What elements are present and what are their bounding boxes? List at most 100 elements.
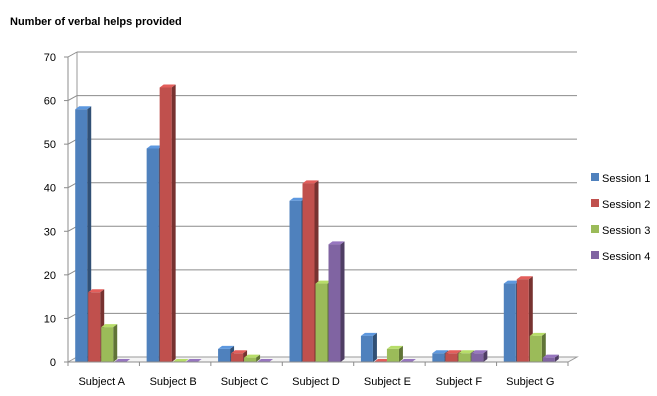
bar: [529, 332, 546, 362]
bar-front: [386, 348, 399, 362]
bar-front: [445, 353, 458, 362]
bar-front: [471, 353, 484, 362]
bar-top: [172, 359, 189, 362]
bar: [159, 84, 176, 362]
legend: Session 1 Session 2 Session 3 Session 4: [591, 173, 650, 263]
bar: [244, 354, 261, 362]
legend-swatch: [591, 173, 599, 181]
bar-front: [88, 292, 101, 362]
x-tick-label: Subject B: [150, 376, 197, 388]
bar-side: [372, 332, 377, 362]
legend-swatch: [591, 225, 599, 233]
x-tick-label: Subject G: [506, 376, 554, 388]
bar: [101, 324, 118, 362]
bar-side: [113, 324, 118, 362]
bar-top: [399, 359, 416, 362]
bar-side: [256, 354, 261, 362]
bar-top: [289, 197, 306, 201]
bar-front: [503, 283, 516, 362]
bar-top: [529, 332, 546, 336]
bar-top: [471, 350, 488, 354]
bar-top: [218, 345, 235, 349]
bar-top: [373, 359, 390, 362]
bar-top: [114, 359, 131, 362]
bar-front: [302, 183, 315, 362]
x-tick-label: Subject F: [436, 376, 483, 388]
bar: [257, 359, 274, 362]
chart-title: Number of verbal helps provided: [10, 16, 182, 28]
bar-top: [386, 345, 403, 349]
gridline-side: [67, 95, 78, 102]
bar-top: [542, 354, 559, 358]
y-tick-label: 20: [44, 270, 56, 282]
x-tick-label: Subject E: [364, 376, 411, 388]
x-tick-label: Subject C: [221, 376, 269, 388]
y-axis: 0 10 20 30 40 50 60 70: [44, 52, 69, 369]
bar-top: [88, 289, 105, 293]
bar: [471, 350, 488, 362]
bar: [114, 359, 131, 362]
x-tick-label: Subject A: [78, 376, 125, 388]
bar-top: [315, 280, 332, 284]
bar-top: [458, 350, 475, 354]
y-tick-label: 40: [44, 183, 56, 195]
bar-top: [231, 350, 248, 354]
bar-front: [328, 244, 341, 362]
bar-top: [445, 350, 462, 354]
y-tick-label: 60: [44, 96, 56, 108]
bar-side: [171, 84, 176, 362]
legend-label: Session 3: [602, 225, 650, 237]
bar: [360, 332, 377, 362]
bar-front: [516, 279, 529, 362]
bar-front: [231, 353, 244, 362]
bar: [399, 359, 416, 362]
gridline-side: [67, 51, 78, 58]
bar-front: [432, 353, 445, 362]
x-tick-label: Subject D: [292, 376, 340, 388]
legend-label: Session 1: [602, 173, 650, 185]
y-tick-label: 10: [44, 313, 56, 325]
bar-front: [360, 335, 373, 362]
bar-top: [432, 350, 449, 354]
bar: [542, 354, 559, 362]
bar-side: [483, 350, 488, 362]
bar-top: [302, 180, 319, 184]
bar-front: [75, 109, 88, 363]
bar-front: [542, 357, 555, 362]
bar-top: [360, 332, 377, 336]
bar: [172, 359, 189, 362]
bar-top: [75, 106, 92, 110]
bar-front: [315, 283, 328, 362]
bar-front: [218, 348, 231, 362]
legend-label: Session 4: [602, 251, 650, 263]
bar-top: [328, 241, 345, 245]
bar-top: [516, 276, 533, 280]
bar-top: [146, 145, 163, 149]
bars: [75, 84, 559, 363]
bar-front: [458, 353, 471, 362]
bar-top: [503, 280, 520, 284]
y-tick-label: 70: [44, 52, 56, 64]
bar-side: [340, 241, 345, 362]
legend-label: Session 2: [602, 199, 650, 211]
bar-front: [289, 200, 302, 362]
legend-swatch: [591, 199, 599, 207]
bar-front: [159, 87, 172, 362]
bar: [386, 345, 403, 362]
bar-front: [146, 148, 159, 362]
y-tick-label: 50: [44, 139, 56, 151]
legend-swatch: [591, 251, 599, 259]
bar-top: [185, 359, 202, 362]
bar-front: [101, 327, 114, 362]
bar: [373, 359, 390, 362]
bar: [328, 241, 345, 362]
bar-top: [101, 324, 118, 328]
bar: [185, 359, 202, 362]
y-tick-label: 30: [44, 226, 56, 238]
bar-side: [554, 354, 559, 362]
bar-front: [244, 357, 257, 362]
y-tick-label: 0: [50, 357, 56, 369]
bar-top: [159, 84, 176, 88]
bar-side: [541, 332, 546, 362]
